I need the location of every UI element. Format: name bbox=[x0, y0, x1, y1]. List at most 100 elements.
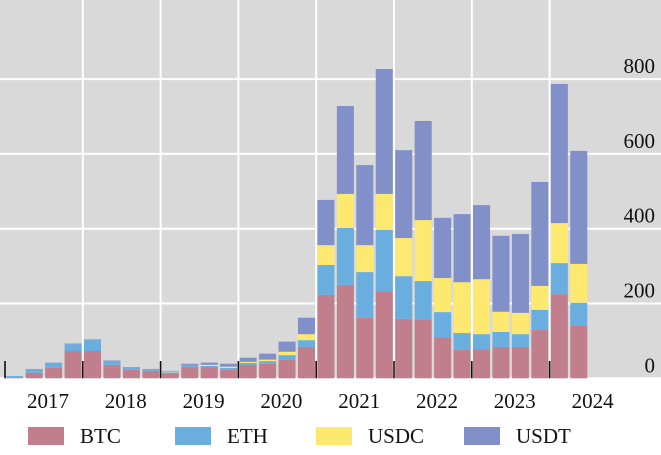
bar-eth-2018Q1 bbox=[84, 340, 101, 351]
bar-usdc-2019Q3 bbox=[201, 365, 218, 366]
bar-eth-2021Q1 bbox=[317, 265, 334, 295]
bar-usdc-2020Q3 bbox=[279, 352, 296, 355]
bar-usdt-2024Q1 bbox=[551, 84, 568, 223]
legend-label-usdt: USDT bbox=[516, 424, 571, 448]
bar-usdt-2018Q4 bbox=[142, 369, 159, 370]
bar-eth-2020Q4 bbox=[298, 340, 315, 347]
bar-btc-2022Q1 bbox=[395, 319, 412, 378]
legend-swatch-usdc bbox=[316, 427, 352, 445]
bar-usdt-2017Q4 bbox=[65, 344, 82, 345]
bar-btc-2021Q1 bbox=[317, 295, 334, 378]
bar-eth-2018Q4 bbox=[142, 370, 159, 371]
bar-btc-2024Q1 bbox=[551, 294, 568, 378]
bar-eth-2017Q2 bbox=[26, 369, 43, 373]
bar-usdc-2019Q4 bbox=[220, 367, 237, 368]
bar-eth-2020Q1 bbox=[240, 363, 257, 365]
bar-eth-2023Q3 bbox=[512, 334, 529, 347]
bar-eth-2020Q2 bbox=[259, 361, 276, 364]
bar-eth-2020Q3 bbox=[279, 355, 296, 359]
bar-usdc-2024Q2 bbox=[570, 264, 587, 303]
x-tick-label-2021: 2021 bbox=[338, 389, 380, 413]
bar-usdt-2021Q2 bbox=[337, 106, 354, 194]
bar-usdc-2022Q1 bbox=[395, 238, 412, 276]
y-tick-label-200: 200 bbox=[624, 279, 656, 303]
bar-usdt-2019Q3 bbox=[201, 363, 218, 365]
bar-usdt-2020Q1 bbox=[240, 358, 257, 362]
bar-eth-2022Q3 bbox=[434, 312, 451, 337]
bar-btc-2021Q3 bbox=[356, 318, 373, 379]
bar-usdc-2022Q4 bbox=[454, 282, 471, 333]
legend-swatch-usdt bbox=[464, 427, 500, 445]
bar-eth-2017Q1 bbox=[6, 376, 23, 377]
bar-eth-2023Q4 bbox=[531, 310, 548, 330]
bar-usdt-2021Q3 bbox=[356, 165, 373, 245]
bar-usdt-2023Q3 bbox=[512, 234, 529, 313]
bar-btc-2020Q1 bbox=[240, 365, 257, 378]
bar-usdc-2024Q1 bbox=[551, 223, 568, 263]
bar-btc-2023Q2 bbox=[492, 347, 509, 378]
y-tick-label-800: 800 bbox=[624, 54, 656, 78]
bar-usdt-2024Q2 bbox=[570, 151, 587, 264]
bar-eth-2024Q2 bbox=[570, 303, 587, 326]
bar-btc-2024Q2 bbox=[570, 326, 587, 378]
x-tick-label-2018: 2018 bbox=[105, 389, 147, 413]
y-tick-label-400: 400 bbox=[624, 204, 656, 228]
bar-eth-2022Q4 bbox=[454, 333, 471, 350]
bar-btc-2017Q4 bbox=[65, 351, 82, 378]
legend-label-btc: BTC bbox=[80, 424, 121, 448]
bar-eth-2022Q2 bbox=[415, 281, 432, 320]
bar-eth-2019Q3 bbox=[201, 366, 218, 367]
bar-usdc-2022Q3 bbox=[434, 278, 451, 312]
bar-btc-2020Q2 bbox=[259, 364, 276, 379]
bar-usdc-2021Q1 bbox=[317, 245, 334, 265]
bar-usdt-2023Q4 bbox=[531, 182, 548, 286]
bar-usdt-2020Q4 bbox=[298, 318, 315, 334]
bar-eth-2018Q3 bbox=[123, 367, 140, 369]
bar-btc-2018Q3 bbox=[123, 370, 140, 379]
x-tick-label-2024: 2024 bbox=[572, 389, 615, 413]
x-tick-label-2023: 2023 bbox=[494, 389, 536, 413]
bar-usdc-2020Q1 bbox=[240, 362, 257, 363]
bar-btc-2017Q1 bbox=[6, 377, 23, 378]
bar-usdt-2019Q4 bbox=[220, 364, 237, 367]
bar-eth-2021Q2 bbox=[337, 228, 354, 285]
bar-usdc-2020Q4 bbox=[298, 334, 315, 340]
bar-btc-2017Q3 bbox=[45, 368, 62, 378]
bar-usdt-2021Q4 bbox=[376, 69, 393, 194]
bar-usdc-2023Q2 bbox=[492, 312, 509, 332]
bar-btc-2018Q4 bbox=[142, 371, 159, 378]
bar-btc-2023Q4 bbox=[531, 330, 548, 378]
legend-swatch-eth bbox=[175, 427, 211, 445]
x-tick-label-2022: 2022 bbox=[416, 389, 458, 413]
bar-btc-2019Q1 bbox=[162, 373, 179, 378]
bar-eth-2022Q1 bbox=[395, 276, 412, 319]
bar-eth-2018Q2 bbox=[103, 361, 120, 365]
bar-usdc-2021Q4 bbox=[376, 194, 393, 230]
bar-eth-2021Q3 bbox=[356, 272, 373, 318]
bar-btc-2019Q3 bbox=[201, 367, 218, 378]
bar-btc-2018Q2 bbox=[103, 365, 120, 378]
bar-usdt-2022Q4 bbox=[454, 214, 471, 282]
legend-label-usdc: USDC bbox=[368, 424, 424, 448]
bar-usdc-2021Q2 bbox=[337, 194, 354, 228]
bar-btc-2022Q2 bbox=[415, 320, 432, 378]
bar-usdt-2023Q1 bbox=[473, 205, 490, 279]
bar-eth-2021Q4 bbox=[376, 230, 393, 292]
bar-eth-2019Q1 bbox=[162, 372, 179, 373]
bar-btc-2019Q4 bbox=[220, 370, 237, 379]
bar-eth-2017Q4 bbox=[65, 344, 82, 351]
bar-btc-2023Q1 bbox=[473, 349, 490, 378]
bar-btc-2023Q3 bbox=[512, 347, 529, 378]
bar-btc-2020Q4 bbox=[298, 347, 315, 378]
bar-usdc-2019Q1 bbox=[162, 372, 179, 373]
x-tick-label-2020: 2020 bbox=[260, 389, 302, 413]
bar-eth-2023Q2 bbox=[492, 332, 509, 347]
bar-btc-2017Q2 bbox=[26, 373, 43, 379]
y-tick-label-0: 0 bbox=[645, 353, 656, 377]
bar-usdt-2018Q1 bbox=[84, 339, 101, 340]
bar-eth-2023Q1 bbox=[473, 334, 490, 349]
bar-eth-2017Q3 bbox=[45, 363, 62, 368]
